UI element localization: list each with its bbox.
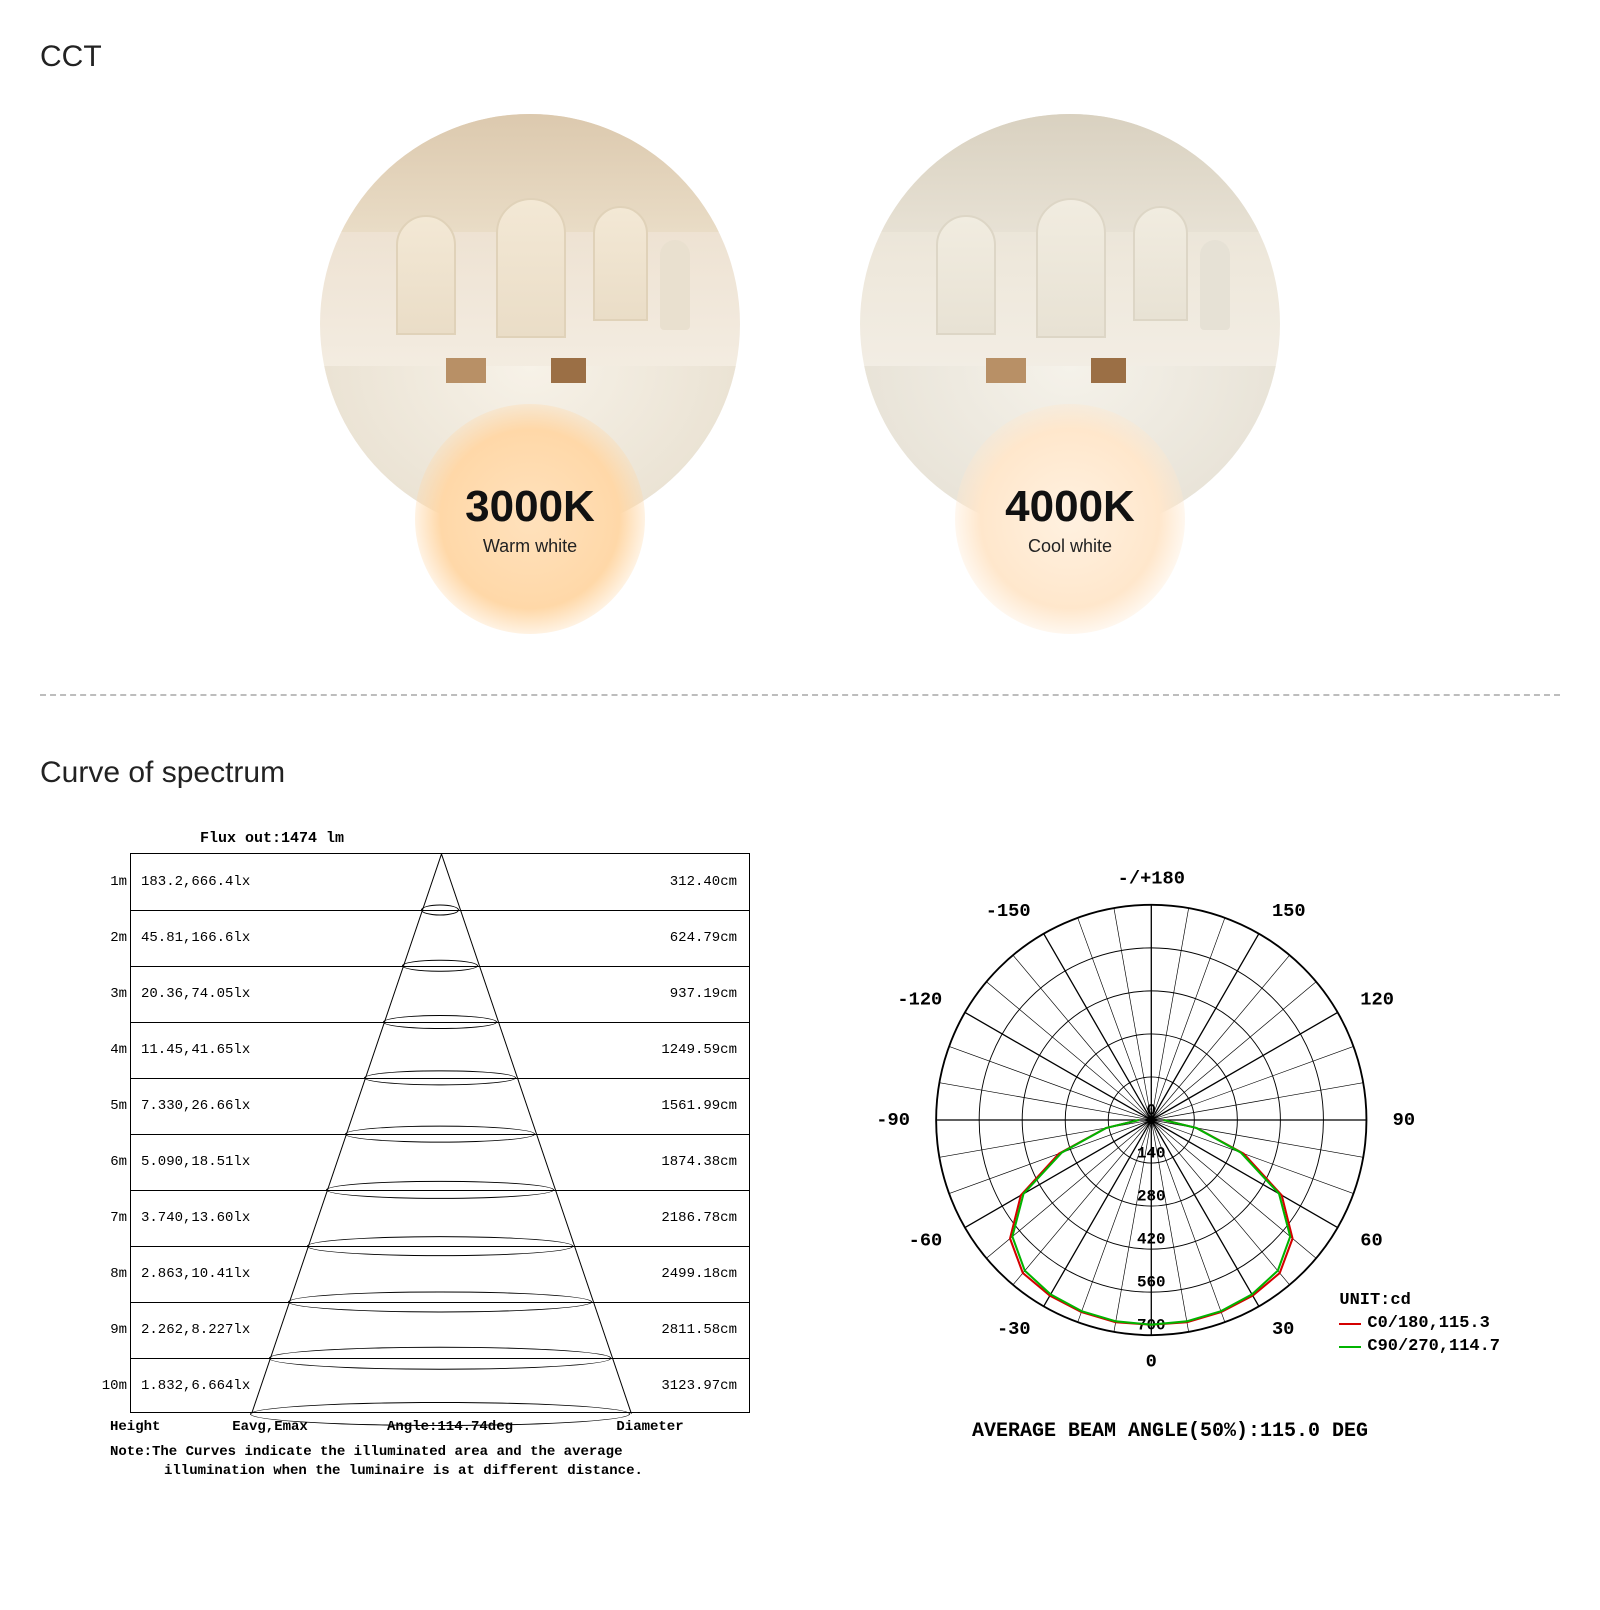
flux-diam-label: 624.79cm [670, 930, 737, 946]
svg-text:-90: -90 [876, 1109, 910, 1131]
svg-text:90: 90 [1393, 1109, 1415, 1131]
flux-height-label: 2m [87, 930, 127, 946]
cct-k-3000: 3000K [465, 482, 595, 532]
svg-text:-120: -120 [897, 988, 942, 1010]
flux-height-label: 7m [87, 1210, 127, 1226]
svg-text:420: 420 [1137, 1230, 1166, 1248]
flux-diam-label: 1874.38cm [661, 1154, 737, 1170]
flux-ellipse [250, 1402, 630, 1426]
flux-eavg-label: 1.832,6.664lx [141, 1378, 250, 1394]
svg-text:-150: -150 [986, 900, 1031, 922]
polar-wrap: -/+180 150 -150 120 -120 90 -90 60 -60 30 -30 0 0 140… [850, 830, 1490, 1443]
svg-text:120: 120 [1360, 988, 1394, 1010]
flux-ellipse [402, 960, 478, 972]
flux-ellipse [421, 904, 459, 915]
flux-eavg-label: 20.36,74.05lx [141, 986, 250, 1002]
flux-diam-label: 1249.59cm [661, 1042, 737, 1058]
flux-col-height: Height [110, 1419, 190, 1435]
flux-diam-label: 312.40cm [670, 874, 737, 890]
flux-diagram: 1m183.2,666.4lx312.40cm2m45.81,166.6lx62… [130, 853, 750, 1413]
flux-note-l2: illumination when the luminaire is at di… [110, 1462, 750, 1481]
flux-diam-label: 2499.18cm [661, 1266, 737, 1282]
flux-eavg-label: 45.81,166.6lx [141, 930, 250, 946]
cct-badge-3000k: 3000K Warm white [415, 404, 645, 634]
flux-height-label: 6m [87, 1154, 127, 1170]
flux-diam-label: 2186.78cm [661, 1210, 737, 1226]
svg-text:60: 60 [1360, 1230, 1382, 1252]
cct-item-3000k: 3000K Warm white [320, 114, 740, 634]
cct-sub-cool: Cool white [1028, 536, 1112, 557]
legend-row-c90: C90/270,114.7 [1339, 1336, 1500, 1359]
flux-note: Note:The Curves indicate the illuminated… [110, 1443, 750, 1481]
svg-text:30: 30 [1272, 1318, 1294, 1340]
svg-text:-30: -30 [997, 1318, 1031, 1340]
svg-text:560: 560 [1137, 1274, 1166, 1292]
legend-swatch-c0 [1339, 1323, 1361, 1325]
flux-height-label: 5m [87, 1098, 127, 1114]
flux-ellipse [288, 1291, 592, 1312]
flux-height-label: 4m [87, 1042, 127, 1058]
svg-text:0: 0 [1146, 1350, 1157, 1372]
flux-height-label: 3m [87, 986, 127, 1002]
cct-sub-warm: Warm white [483, 536, 577, 557]
svg-text:-/+180: -/+180 [1118, 868, 1185, 890]
polar-unit: UNIT:cd [1339, 1290, 1500, 1313]
flux-ellipse [345, 1126, 535, 1143]
flux-diam-label: 937.19cm [670, 986, 737, 1002]
flux-header: Flux out:1474 lm [200, 830, 750, 847]
flux-diagram-wrap: Flux out:1474 lm 1m183.2,666.4lx312.40cm… [110, 830, 750, 1481]
svg-text:150: 150 [1272, 900, 1306, 922]
flux-ellipse [383, 1015, 497, 1029]
legend-label-c90: C90/270,114.7 [1367, 1336, 1500, 1359]
legend-row-c0: C0/180,115.3 [1339, 1313, 1500, 1336]
flux-ellipse [269, 1347, 611, 1370]
flux-eavg-label: 2.262,8.227lx [141, 1322, 250, 1338]
polar-legend: UNIT:cd C0/180,115.3 C90/270,114.7 [1339, 1290, 1500, 1359]
flux-diam-label: 3123.97cm [661, 1378, 737, 1394]
flux-eavg-label: 183.2,666.4lx [141, 874, 250, 890]
flux-eavg-label: 11.45,41.65lx [141, 1042, 250, 1058]
flux-diam-label: 2811.58cm [661, 1322, 737, 1338]
flux-ellipse [364, 1070, 516, 1085]
flux-height-label: 8m [87, 1266, 127, 1282]
cct-item-4000k: 4000K Cool white [860, 114, 1280, 634]
flux-eavg-label: 3.740,13.60lx [141, 1210, 250, 1226]
flux-ellipse [326, 1181, 554, 1199]
flux-eavg-label: 5.090,18.51lx [141, 1154, 250, 1170]
flux-eavg-label: 2.863,10.41lx [141, 1266, 250, 1282]
cct-badge-4000k: 4000K Cool white [955, 404, 1185, 634]
cct-title: CCT [40, 40, 1560, 74]
svg-text:140: 140 [1137, 1144, 1166, 1162]
flux-ellipse [307, 1236, 573, 1256]
cct-row: 3000K Warm white 4000K Cool white [40, 114, 1560, 634]
section-divider [40, 694, 1560, 696]
flux-diam-label: 1561.99cm [661, 1098, 737, 1114]
svg-text:0: 0 [1147, 1101, 1157, 1119]
svg-text:280: 280 [1137, 1187, 1166, 1205]
flux-height-label: 1m [87, 874, 127, 890]
flux-height-label: 9m [87, 1322, 127, 1338]
flux-note-l1: Note:The Curves indicate the illuminated… [110, 1444, 622, 1460]
legend-label-c0: C0/180,115.3 [1367, 1313, 1489, 1336]
spectrum-title: Curve of spectrum [40, 756, 1560, 790]
svg-text:-60: -60 [909, 1230, 943, 1252]
legend-swatch-c90 [1339, 1346, 1361, 1348]
flux-height-label: 10m [87, 1378, 127, 1394]
polar-caption: AVERAGE BEAM ANGLE(50%):115.0 DEG [850, 1420, 1490, 1443]
flux-eavg-label: 7.330,26.66lx [141, 1098, 250, 1114]
cct-k-4000: 4000K [1005, 482, 1135, 532]
curve-row: Flux out:1474 lm 1m 183.2,666.4lx 312.40cm… [40, 830, 1560, 1481]
